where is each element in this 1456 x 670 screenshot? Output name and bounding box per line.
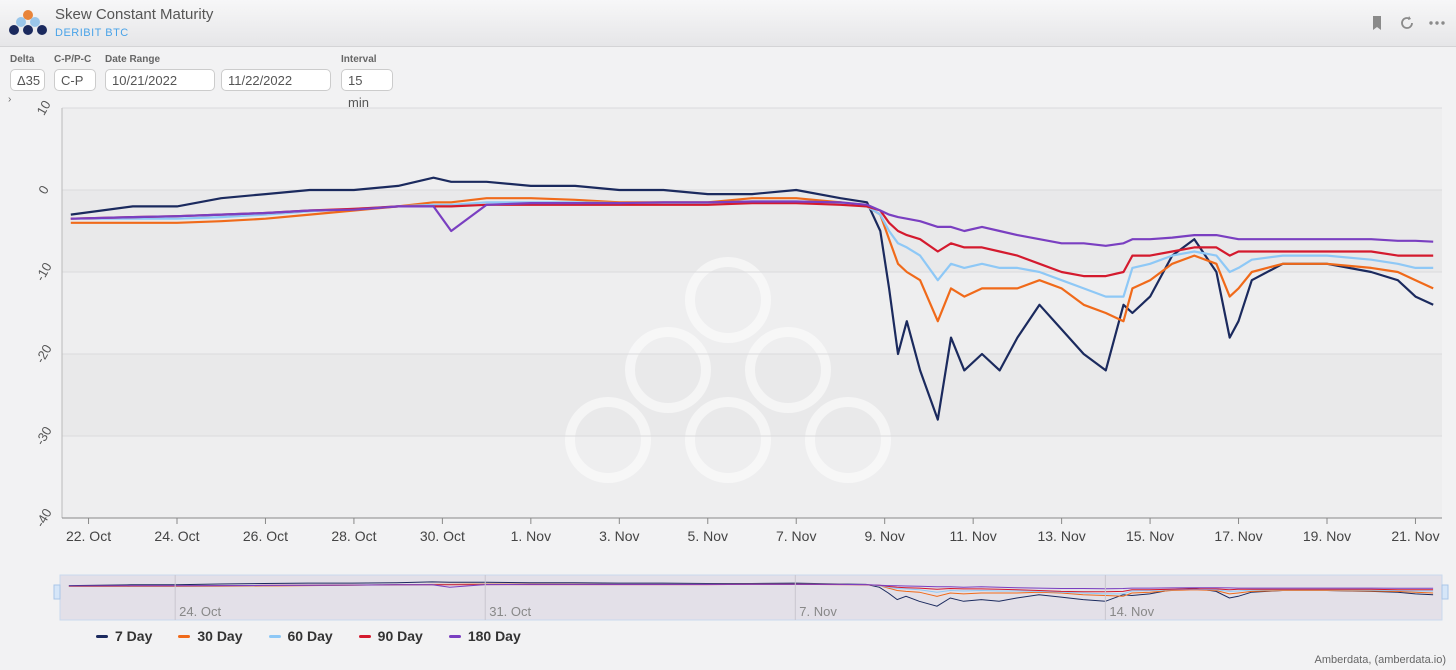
x-tick-label: 11. Nov bbox=[950, 528, 997, 544]
page-title: Skew Constant Maturity bbox=[55, 6, 214, 23]
navigator-series-line bbox=[68, 583, 1434, 593]
x-tick-label: 1. Nov bbox=[511, 528, 551, 544]
credit-text: Amberdata, (amberdata.io) bbox=[1314, 654, 1446, 666]
cp-select[interactable]: C-P bbox=[54, 69, 96, 91]
y-tick-label: -40 bbox=[32, 506, 54, 530]
start-date-input[interactable]: 10/21/2022 bbox=[105, 69, 215, 91]
delta-select[interactable]: Δ35 bbox=[10, 69, 45, 91]
more-icon[interactable] bbox=[1428, 14, 1446, 32]
x-tick-label: 19. Nov bbox=[1303, 528, 1351, 544]
series-line-90-day[interactable] bbox=[70, 202, 1434, 278]
navigator-handle-left[interactable] bbox=[53, 584, 61, 600]
x-tick-label: 5. Nov bbox=[688, 528, 728, 544]
navigator-series-line bbox=[68, 583, 1434, 597]
x-tick-label: 9. Nov bbox=[864, 528, 904, 544]
legend-item[interactable]: 60 Day bbox=[268, 628, 333, 644]
legend-swatch bbox=[358, 634, 371, 638]
date-range-label: Date Range bbox=[105, 54, 161, 65]
legend-swatch bbox=[178, 634, 191, 638]
x-tick-label: 17. Nov bbox=[1214, 528, 1262, 544]
x-tick-label: 3. Nov bbox=[599, 528, 639, 544]
legend-item[interactable]: 30 Day bbox=[178, 628, 243, 644]
interval-label: Interval bbox=[341, 54, 377, 65]
cp-label: C-P/P-C bbox=[54, 54, 92, 65]
navigator-series-line bbox=[68, 581, 1434, 607]
interval-control: Interval 15 min bbox=[341, 54, 393, 110]
y-tick-label: -20 bbox=[32, 342, 54, 366]
watermark-logo bbox=[565, 257, 891, 483]
y-tick-label: 10 bbox=[33, 98, 53, 118]
legend-label: 180 Day bbox=[467, 628, 521, 644]
navigator-tick-label: 14. Nov bbox=[1109, 604, 1154, 619]
date-range-control: Date Range 10/21/2022 11/22/2022 bbox=[105, 54, 331, 91]
navigator-tick-label: 24. Oct bbox=[179, 604, 221, 619]
x-tick-label: 21. Nov bbox=[1391, 528, 1439, 544]
legend-label: 30 Day bbox=[197, 628, 243, 644]
header-bar: Skew Constant Maturity DERIBIT BTC bbox=[0, 0, 1456, 47]
legend-item[interactable]: 7 Day bbox=[96, 628, 152, 644]
legend-label: 90 Day bbox=[377, 628, 423, 644]
series-line-180-day[interactable] bbox=[70, 200, 1434, 247]
amberdata-logo bbox=[9, 10, 47, 35]
delta-control: Delta Δ35 bbox=[10, 54, 45, 91]
legend-item[interactable]: 180 Day bbox=[448, 628, 521, 644]
x-tick-label: 30. Oct bbox=[420, 528, 465, 544]
legend-label: 7 Day bbox=[115, 628, 153, 644]
x-tick-label: 7. Nov bbox=[776, 528, 816, 544]
navigator-window bbox=[59, 574, 1443, 621]
x-tick-label: 24. Oct bbox=[154, 528, 199, 544]
navigator-series-line bbox=[68, 583, 1434, 590]
bookmark-icon[interactable] bbox=[1368, 14, 1386, 32]
y-tick-label: -10 bbox=[32, 260, 54, 284]
series-line-60-day[interactable] bbox=[70, 200, 1434, 298]
navigator-tick-label: 31. Oct bbox=[489, 604, 531, 619]
navigator-tick-label: 7. Nov bbox=[799, 604, 837, 619]
x-tick-label: 13. Nov bbox=[1037, 528, 1085, 544]
y-tick-label: 0 bbox=[35, 183, 52, 197]
legend-swatch bbox=[448, 634, 461, 638]
interval-select[interactable]: 15 min bbox=[341, 69, 393, 110]
legend-swatch bbox=[268, 634, 281, 638]
refresh-icon[interactable] bbox=[1398, 14, 1416, 32]
series-line-30-day[interactable] bbox=[70, 197, 1434, 323]
legend-label: 60 Day bbox=[287, 628, 333, 644]
navigator-handle-right[interactable] bbox=[1441, 584, 1449, 600]
end-date-input[interactable]: 11/22/2022 bbox=[221, 69, 331, 91]
delta-label: Delta bbox=[10, 54, 35, 65]
legend-swatch bbox=[96, 634, 108, 638]
exchange-subtitle: DERIBIT BTC bbox=[55, 27, 129, 39]
x-tick-label: 28. Oct bbox=[331, 528, 376, 544]
x-tick-label: 22. Oct bbox=[66, 528, 111, 544]
x-tick-label: 26. Oct bbox=[243, 528, 288, 544]
chevron-right-icon[interactable]: › bbox=[8, 94, 12, 105]
series-line-7-day[interactable] bbox=[70, 176, 1434, 421]
navigator-series-line bbox=[68, 583, 1434, 595]
y-tick-label: -30 bbox=[32, 424, 54, 448]
cp-control: C-P/P-C C-P bbox=[54, 54, 96, 91]
legend-item[interactable]: 90 Day bbox=[358, 628, 423, 644]
chart-legend: 7 Day 30 Day 60 Day 90 Day 180 Day bbox=[96, 628, 521, 644]
x-tick-label: 15. Nov bbox=[1126, 528, 1174, 544]
